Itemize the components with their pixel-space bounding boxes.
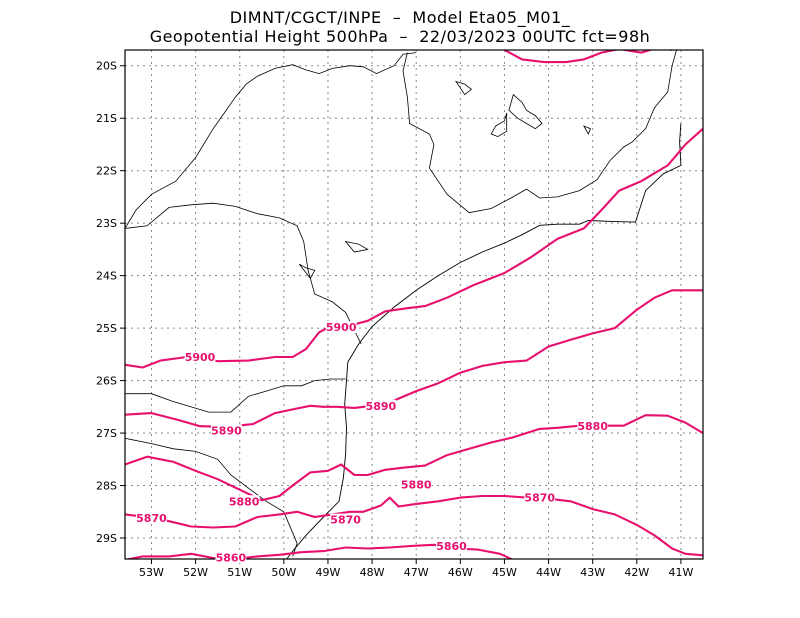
contour-label: 5870 — [330, 514, 361, 527]
state-border — [125, 202, 362, 345]
coastline — [286, 123, 682, 559]
map-frame — [124, 49, 704, 560]
contour-label: 5890 — [366, 400, 397, 413]
contour-label: 5880 — [577, 420, 608, 433]
contour-label: 5860 — [436, 540, 467, 553]
contour-5900 — [125, 127, 703, 369]
lon-tick-label: 44W — [536, 566, 561, 579]
contour-label-bg — [436, 539, 467, 552]
reservoir-outline — [583, 125, 592, 135]
state-border — [125, 378, 346, 413]
lon-tick-label: 52W — [183, 566, 208, 579]
contour-label-bg — [330, 513, 362, 526]
lon-tick-label: 43W — [580, 566, 605, 579]
reservoir-outline — [298, 263, 316, 280]
lat-tick-label: 21S — [96, 112, 117, 125]
contour-label: 5880 — [401, 478, 432, 491]
contour-label-bg — [211, 424, 242, 437]
contour-label: 5860 — [216, 551, 247, 564]
contour-label-bg — [184, 350, 216, 363]
contour-label-bg — [215, 551, 247, 564]
lat-tick-label: 28S — [96, 480, 117, 493]
contour-label: 5870 — [136, 512, 167, 525]
contour-label: 5900 — [326, 321, 357, 334]
lat-tick-label: 20S — [96, 60, 117, 73]
lon-tick-label: 51W — [227, 566, 252, 579]
lat-tick-label: 27S — [96, 427, 117, 440]
lat-tick-label: 23S — [96, 217, 117, 230]
contour-label-bg — [524, 491, 556, 504]
contour-label: 5900 — [185, 351, 216, 364]
contour-label: 5880 — [229, 495, 260, 508]
lon-tick-label: 47W — [404, 566, 429, 579]
axis-ticks: 53W 52W 51W 50W 49W 48W 47W 46W 45W 44W 43W 42W 41W 2… — [96, 60, 693, 579]
title-line-1: DIMNT/CGCT/INPE – Model Eta05_M01_ — [229, 8, 571, 27]
lon-tick-label: 42W — [624, 566, 649, 579]
lon-tick-label: 50W — [271, 566, 296, 579]
lat-tick-label: 22S — [96, 165, 117, 178]
contour-5910 — [504, 50, 673, 64]
lon-tick-label: 48W — [360, 566, 385, 579]
contour-label-bg — [365, 399, 397, 412]
reservoir-outline — [508, 93, 543, 130]
lon-tick-label: 45W — [492, 566, 517, 579]
coastline-and-borders — [125, 50, 682, 559]
contour-5870 — [125, 494, 703, 557]
reservoir-outline — [490, 112, 508, 138]
lon-tick-label: 49W — [316, 566, 341, 579]
contour-label-bg — [400, 478, 432, 491]
reservoir-outline — [344, 240, 369, 253]
state-border — [125, 437, 298, 557]
lat-tick-label: 25S — [96, 322, 117, 335]
lat-tick-label: 29S — [96, 532, 117, 545]
lon-tick-label: 53W — [139, 566, 164, 579]
contour-label-bg — [228, 495, 260, 508]
contour-label: 5870 — [524, 492, 555, 505]
contour-labels: 5900 5900 5890 5890 5880 5880 5880 5870 5870 5870… — [136, 321, 608, 564]
lat-tick-label: 26S — [96, 375, 117, 388]
contour-label-bg — [577, 420, 609, 433]
state-border — [125, 52, 417, 229]
reservoir-outline — [454, 80, 473, 96]
lat-tick-label: 24S — [96, 270, 117, 283]
contour-label: 5890 — [211, 424, 242, 437]
state-border — [402, 50, 677, 214]
title-line-2: Geopotential Height 500hPa – 22/03/2023 … — [149, 27, 651, 46]
lon-tick-label: 41W — [669, 566, 694, 579]
lon-tick-label: 46W — [448, 566, 473, 579]
contour-label-bg — [325, 321, 357, 334]
graticule — [125, 50, 703, 559]
contour-label-bg — [136, 512, 167, 525]
